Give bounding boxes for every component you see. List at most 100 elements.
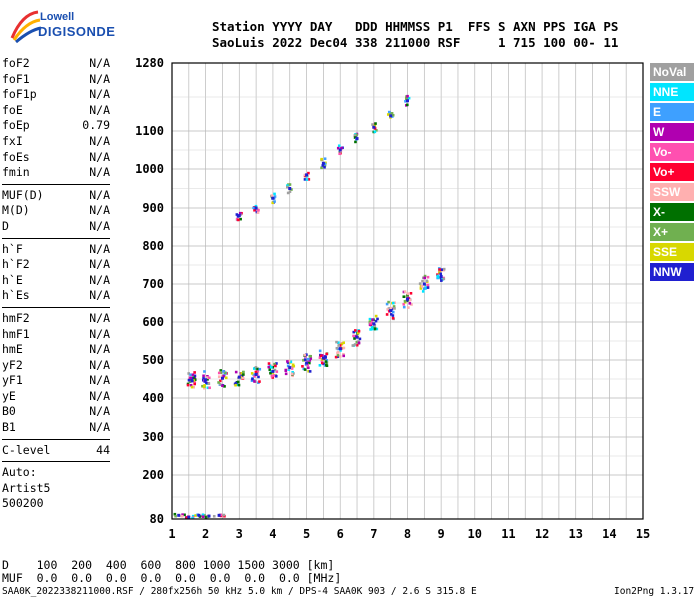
echo-point: [286, 364, 290, 368]
echo-point: [374, 122, 377, 125]
echo-point: [190, 376, 194, 380]
trace-point: [207, 514, 211, 518]
param-value: N/A: [89, 187, 110, 202]
trace-point: [389, 309, 393, 313]
trace-point: [355, 137, 359, 141]
echo-point: [437, 276, 440, 279]
echo-point: [233, 382, 237, 386]
echo-point: [320, 359, 324, 363]
echo-point: [406, 94, 409, 98]
echo-point: [368, 321, 372, 324]
echo-point: [202, 377, 205, 380]
echo-point: [373, 324, 377, 327]
y-tick-label: 1100: [135, 124, 164, 138]
echo-point: [335, 346, 339, 350]
echo-point: [421, 279, 424, 283]
echo-point: [424, 284, 428, 287]
echo-point: [336, 353, 340, 357]
echo-point: [391, 316, 395, 320]
echo-point: [425, 279, 429, 283]
y-tick-label: 200: [142, 468, 164, 482]
param-row: foF1p N/A: [2, 87, 110, 103]
echo-point: [252, 206, 255, 210]
y-tick-label: 700: [142, 277, 164, 291]
echo-point: [192, 379, 196, 382]
echo-point: [251, 378, 254, 382]
echo-point: [288, 183, 292, 186]
echo-point: [272, 197, 276, 200]
echo-point: [402, 290, 406, 294]
echo-point: [354, 329, 357, 332]
echo-point: [356, 332, 359, 335]
echo-point: [373, 127, 377, 130]
echo-point: [256, 211, 260, 214]
echo-point: [423, 287, 426, 290]
echo-point: [173, 512, 177, 516]
trace-point: [204, 378, 208, 382]
echo-point: [270, 374, 274, 378]
echo-point: [288, 190, 292, 193]
echo-point: [241, 376, 245, 380]
echo-point: [191, 373, 195, 377]
echo-point: [179, 514, 182, 518]
param-row: h`Es N/A: [2, 288, 110, 304]
echo-point: [222, 513, 226, 517]
echo-point: [302, 359, 305, 362]
echo-point: [221, 384, 224, 388]
param-row: hmF1 N/A: [2, 327, 110, 343]
echo-point: [356, 335, 360, 339]
echo-point: [203, 384, 206, 387]
legend-item-vo-: Vo-: [650, 143, 694, 161]
echo-point: [304, 363, 308, 366]
echo-point: [404, 104, 408, 107]
echo-point: [193, 376, 197, 380]
param-row: M(D) N/A: [2, 203, 110, 219]
echo-point: [286, 185, 289, 189]
echo-point: [437, 267, 441, 270]
echo-point: [406, 296, 410, 300]
echo-point: [308, 354, 312, 358]
echo-point: [354, 140, 357, 144]
echo-point: [203, 380, 207, 383]
echo-point: [385, 302, 389, 306]
echo-point: [419, 287, 423, 290]
echo-point: [202, 385, 206, 388]
echo-point: [385, 313, 389, 316]
echo-point: [374, 314, 378, 318]
echo-point: [193, 381, 197, 384]
echo-point: [320, 358, 324, 361]
echo-point: [250, 372, 254, 375]
echo-point: [407, 297, 411, 300]
param-name: B0: [2, 404, 16, 419]
logo-text-bottom: DIGISONDE: [38, 24, 116, 39]
param-row: fxI N/A: [2, 134, 110, 150]
x-tick-label: 6: [337, 527, 344, 541]
param-value: N/A: [89, 342, 110, 357]
echo-point: [203, 385, 207, 388]
trace-point: [237, 375, 241, 379]
echo-point: [224, 376, 228, 380]
param-value: N/A: [89, 56, 110, 70]
echo-point: [339, 349, 342, 352]
echo-point: [339, 149, 343, 153]
footer-file-info: SAA0K_2022338211000.RSF / 280fx256h 50 k…: [2, 586, 477, 597]
echo-point: [354, 330, 358, 333]
echo-point: [319, 354, 323, 358]
echo-point: [320, 166, 323, 170]
echo-point: [274, 374, 278, 378]
echo-point: [290, 188, 293, 191]
echo-point: [189, 383, 193, 387]
echo-point: [207, 382, 210, 385]
legend-item-vo-: Vo+: [650, 163, 694, 181]
y-tick-label: 1000: [135, 162, 164, 176]
echo-point: [271, 201, 275, 205]
echo-point: [304, 174, 308, 177]
trace-point: [406, 297, 409, 301]
echo-point: [420, 285, 424, 288]
echo-point: [253, 208, 256, 212]
echo-point: [305, 174, 308, 178]
echo-point: [307, 178, 311, 181]
trace-point: [389, 114, 393, 118]
echo-point: [440, 279, 443, 282]
trace-point: [237, 214, 241, 218]
